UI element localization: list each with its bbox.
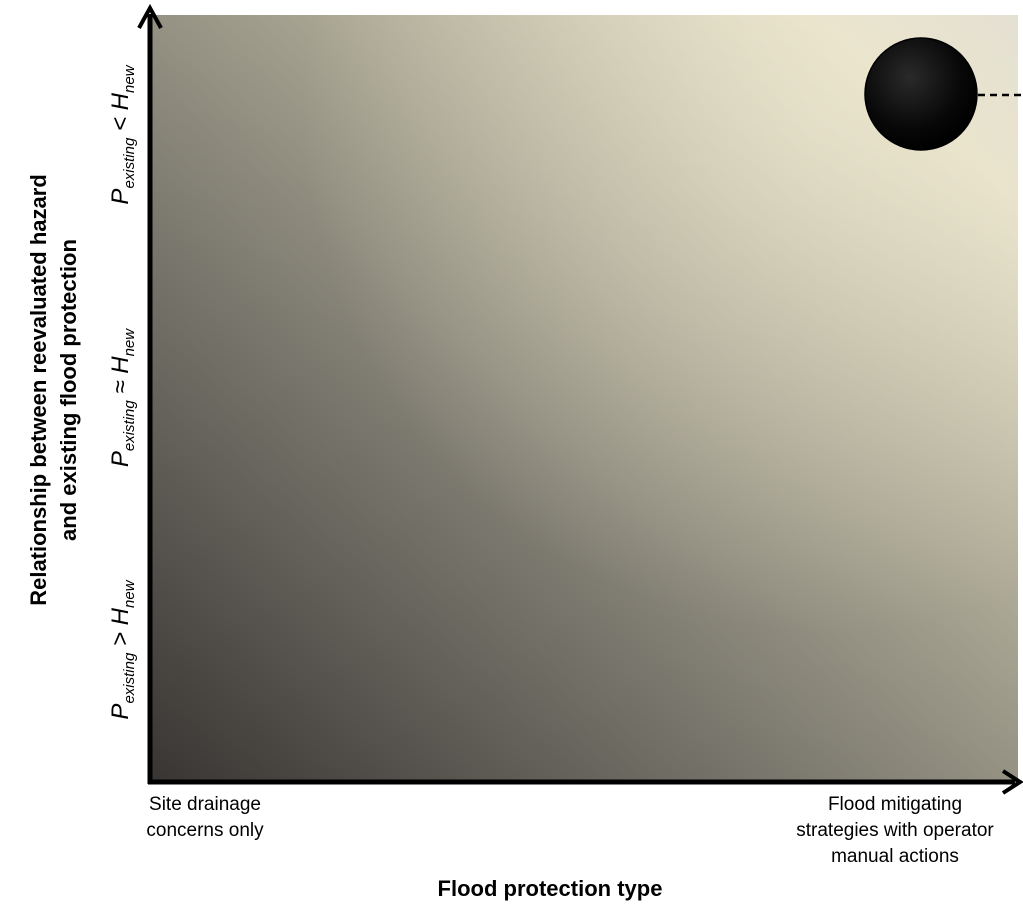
y-axis-arrowhead — [137, 3, 163, 29]
y-axis-title: Relationship between reevaluated hazard … — [24, 160, 104, 620]
y-axis-title-line1: Relationship between reevaluated hazard — [26, 174, 51, 606]
plot-area — [150, 15, 1018, 782]
y-tick-greater: Pexisting > Hnew — [107, 580, 138, 720]
x-tick-right: Flood mitigating strategies with operato… — [796, 794, 994, 867]
x-axis-title: Flood protection type — [437, 876, 663, 901]
y-tick-less: Pexisting < Hnew — [107, 65, 138, 205]
y-tick-approx: Pexisting ≈ Hnew — [107, 328, 138, 468]
x-tick-left: Site drainage concerns only — [146, 794, 264, 841]
y-axis-title-line2: and existing flood protection — [56, 239, 81, 541]
marker-dot — [864, 37, 978, 151]
x-axis-arrowhead — [1001, 769, 1023, 795]
plot-gradient-sheen — [150, 15, 1018, 782]
